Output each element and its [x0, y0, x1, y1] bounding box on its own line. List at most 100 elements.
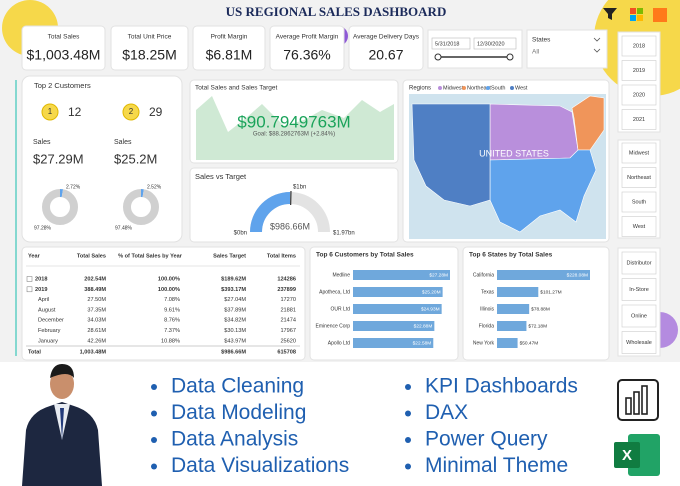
bar — [353, 287, 443, 297]
rank-badge — [41, 103, 59, 121]
table-cell: 9.61% — [164, 307, 180, 313]
slider-handle[interactable] — [506, 53, 514, 61]
map: Midwest Northeast South West UNITED STATES — [411, 85, 605, 233]
skill: Data Visualizations — [171, 454, 349, 477]
kpi-label: Total Sales — [48, 34, 81, 41]
slicer-item[interactable] — [621, 84, 657, 106]
category-label: California — [473, 272, 494, 278]
skill: Power Query — [425, 428, 548, 451]
kpi-row: Total Sales $1,003.48M Total Unit Price $18… — [21, 25, 424, 71]
slicer-label: Online — [631, 313, 647, 319]
slicer-item[interactable] — [621, 142, 657, 164]
total-cell: 615708 — [277, 349, 296, 355]
category-label: Eminence Corp — [316, 323, 351, 329]
total-cell: 1,003.48M — [80, 349, 107, 355]
skill: Data Cleaning — [171, 375, 304, 398]
category-label: Illinois — [480, 306, 494, 312]
logo-part — [630, 15, 636, 21]
gauge-target-label: $1bn — [293, 185, 306, 191]
table-cell: 34.03M — [87, 318, 106, 324]
sales-label: Sales — [114, 139, 132, 146]
table-cell: 7.08% — [164, 297, 180, 303]
slicer-item[interactable] — [621, 251, 657, 275]
table-cell: $189.62M — [221, 276, 246, 282]
slicer-item[interactable] — [621, 331, 657, 354]
kpi-label: Profit Margin — [211, 34, 248, 41]
skill: DAX — [425, 401, 468, 424]
slider-handle[interactable] — [434, 53, 442, 61]
slicer-item[interactable] — [621, 278, 657, 301]
date-start: 5/31/2018 — [435, 41, 459, 47]
slicer-label: Midwest — [629, 150, 650, 156]
table-cell: 7.37% — [164, 328, 180, 334]
expand-icon[interactable] — [26, 276, 33, 282]
slicer-item[interactable] — [621, 216, 657, 237]
kpi-value: $18.25M — [122, 47, 176, 63]
slicer-item[interactable] — [621, 167, 657, 188]
kpi-card — [348, 25, 424, 71]
category-label: OUR Ltd — [331, 306, 351, 312]
count: 12 — [68, 105, 82, 119]
gauge-max-label: $1.97bn — [333, 231, 355, 237]
table-cell: $30.13M — [224, 328, 246, 334]
value-label: $50.47M — [520, 340, 539, 346]
svg-text:X: X — [622, 447, 632, 464]
slicer-item[interactable] — [621, 109, 657, 130]
kpi-card — [21, 25, 106, 71]
slicer-item[interactable] — [621, 60, 657, 81]
powerbi-icon — [617, 379, 659, 421]
total-cell: $986.66M — [221, 349, 246, 355]
bar-charts: Top 6 Customers by Total Sales Medline $27… — [316, 252, 590, 348]
table-cell: 28.61M — [87, 328, 106, 334]
sales-value: $27.29M — [33, 151, 84, 166]
sales-label: Sales — [33, 139, 51, 146]
legend-dot — [462, 86, 466, 90]
table-cell: 2019 — [35, 287, 47, 293]
date-end: 12/30/2020 — [477, 41, 505, 47]
gauge: $1bn $0bn $1.97bn $986.66M — [234, 185, 355, 237]
value-label: $78.88M — [531, 306, 550, 312]
expand-icon[interactable] — [26, 286, 33, 293]
chart-title: Top 6 Customers by Total Sales — [316, 252, 414, 259]
skill: Data Modeling — [171, 401, 306, 424]
slicer-label: 2018 — [633, 43, 645, 49]
table-cell: January — [38, 338, 58, 344]
states-value: All — [532, 49, 540, 56]
date-input[interactable] — [473, 37, 517, 50]
card-title: Sales vs Target — [195, 172, 247, 181]
dropdown-icon — [593, 37, 601, 53]
table-cell: 100.00% — [158, 287, 180, 293]
states-label: States — [532, 37, 551, 44]
slicer-label: 2021 — [633, 117, 645, 123]
bullet — [405, 463, 411, 470]
table-cell: $27.04M — [224, 297, 246, 303]
slicer-label: South — [632, 199, 646, 205]
value-label: $22.58M — [413, 340, 432, 346]
top-customers-card — [21, 75, 183, 243]
kpi-card — [269, 25, 345, 71]
gauge-min-label: $0bn — [234, 231, 247, 237]
donut-label: 97.48% — [115, 225, 133, 231]
kpi-value: 20.67 — [368, 47, 403, 63]
bullet — [151, 410, 157, 417]
map-region — [571, 95, 605, 151]
table-cell: 17270 — [280, 297, 296, 303]
slicer-item[interactable] — [621, 191, 657, 213]
kpi-label: Average Delivery Days — [353, 34, 420, 41]
legend-label: Northeast — [467, 85, 491, 91]
card-title: Top 2 Customers — [34, 81, 91, 90]
excel-icon: X — [614, 434, 660, 476]
slicer-item[interactable] — [621, 35, 657, 57]
rank: 1 — [48, 107, 53, 116]
value-label: $24.93M — [421, 306, 440, 312]
value-label: $27.28M — [429, 272, 448, 278]
legend-dot — [510, 86, 514, 90]
states-filter[interactable] — [526, 29, 608, 69]
column-header: Year — [28, 253, 41, 259]
legend-label: South — [491, 85, 505, 91]
rank-badge — [122, 103, 140, 121]
bar — [497, 304, 530, 314]
filter-icon[interactable] — [603, 8, 617, 20]
slicer-item[interactable] — [621, 304, 657, 328]
date-input[interactable] — [431, 37, 471, 50]
